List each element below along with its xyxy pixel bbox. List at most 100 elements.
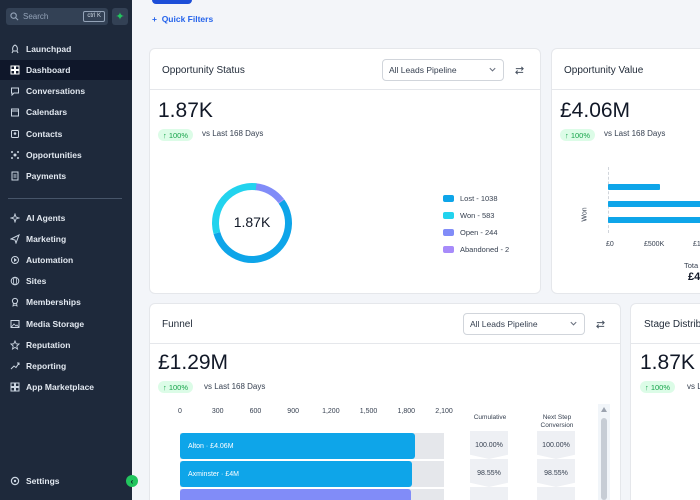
quick-filters-button[interactable]: + Quick Filters <box>152 14 214 24</box>
sidebar-item-label: App Marketplace <box>26 382 95 392</box>
cumulative-cell: 98.55% <box>470 459 508 487</box>
donut-slice-lost[interactable] <box>213 199 292 263</box>
funnel-bar[interactable]: Axminster · £4M <box>180 461 412 487</box>
swap-icon[interactable] <box>514 65 525 76</box>
sidebar-item-reputation[interactable]: Reputation <box>0 335 132 355</box>
status-total: 1.87K <box>158 99 213 122</box>
cumulative-cell: 100.00% <box>470 431 508 459</box>
sidebar-item-label: AI Agents <box>26 213 66 223</box>
change-badge: ↑ 100% <box>158 129 194 141</box>
pipeline-select[interactable]: All Leads Pipeline <box>463 313 585 335</box>
sidebar-item-label: Payments <box>26 171 67 181</box>
card-title: Opportunity Status <box>162 65 245 76</box>
next-step-header-line2: Conversion <box>540 422 574 429</box>
funnel-column-cell <box>470 487 508 500</box>
sidebar-item-label: Sites <box>26 276 47 286</box>
sidebar-item-label: Media Storage <box>26 319 85 329</box>
chevron-down-icon <box>570 321 577 326</box>
status-donut-chart <box>212 183 292 263</box>
sidebar: Search ctrl K ✦ Launchpad Dashboard Conver… <box>0 0 138 500</box>
image-icon <box>10 319 20 329</box>
star-icon <box>10 340 20 350</box>
trend-icon <box>10 361 20 371</box>
change-badge: ↑ 100% <box>640 381 676 393</box>
sidebar-item-marketing[interactable]: Marketing <box>0 229 132 249</box>
sidebar-item-launchpad[interactable]: Launchpad <box>0 39 132 59</box>
pipeline-select-value: All Leads Pipeline <box>389 65 457 75</box>
collapse-sidebar-button[interactable]: ‹ <box>126 475 138 487</box>
funnel-bar[interactable] <box>180 489 412 500</box>
sidebar-item-reporting[interactable]: Reporting <box>0 356 132 376</box>
legend-label: Lost - 1038 <box>460 194 498 203</box>
funnel-column-cell <box>537 487 575 500</box>
sidebar-item-label: Launchpad <box>26 44 72 54</box>
chevron-down-icon <box>489 67 496 72</box>
pipeline-select-value: All Leads Pipeline <box>470 319 538 329</box>
value-bar-2 <box>608 201 700 207</box>
funnel-x-tick: 600 <box>249 408 262 415</box>
funnel-x-tick: 1,200 <box>322 408 340 415</box>
card-divider <box>552 89 700 90</box>
legend-label: Abandoned - 2 <box>460 245 510 254</box>
sidebar-item-ai-agents[interactable]: AI Agents <box>0 208 132 228</box>
sidebar-item-label: Marketing <box>26 234 67 244</box>
funnel-x-tick: 2,100 <box>435 408 453 415</box>
legend-swatch <box>443 229 454 236</box>
sidebar-item-contacts[interactable]: Contacts <box>0 124 132 144</box>
send-icon <box>10 234 20 244</box>
sidebar-item-opportunities[interactable]: Opportunities <box>0 145 132 165</box>
legend-item[interactable]: Won - 583 <box>443 211 494 220</box>
sidebar-item-payments[interactable]: Payments <box>0 166 132 186</box>
sidebar-item-calendars[interactable]: Calendars <box>0 102 132 122</box>
donut-slice-abandoned[interactable] <box>278 198 285 204</box>
swap-icon[interactable] <box>595 319 606 330</box>
sidebar-item-conversations[interactable]: Conversations <box>0 81 132 101</box>
sidebar-item-media-storage[interactable]: Media Storage <box>0 314 132 334</box>
membership-icon <box>10 297 20 307</box>
legend-item[interactable]: Abandoned - 2 <box>443 245 509 254</box>
legend-swatch <box>443 212 454 219</box>
sidebar-item-automation[interactable]: Automation <box>0 250 132 270</box>
scroll-up-arrow[interactable] <box>601 407 607 412</box>
value-total: £4.06M <box>560 99 631 122</box>
next-step-cell: 98.55% <box>537 459 575 487</box>
sidebar-item-label: Contacts <box>26 129 63 139</box>
search-icon <box>10 12 19 21</box>
active-tab-indicator[interactable] <box>152 0 192 4</box>
legend-item[interactable]: Open - 244 <box>443 228 498 237</box>
funnel-scrollbar[interactable] <box>598 404 610 500</box>
settings-icon <box>10 476 20 486</box>
sidebar-item-label: Memberships <box>26 297 81 307</box>
funnel-bar[interactable]: Alton · £4.06M <box>180 433 416 459</box>
comparison-text: vs Last 168 Days <box>204 382 266 391</box>
sparkle-icon: ✦ <box>115 11 125 23</box>
card-divider <box>150 343 620 344</box>
funnel-x-tick: 1,800 <box>397 408 416 415</box>
funnel-x-tick: 0 <box>178 408 182 415</box>
opportunity-status-card: Opportunity Status All Leads Pipeline 1.… <box>149 48 541 294</box>
pipeline-select[interactable]: All Leads Pipeline <box>382 59 504 81</box>
total-label: Tota <box>684 261 699 270</box>
change-badge: ↑ 100% <box>158 381 194 393</box>
donut-slice-won[interactable] <box>212 183 257 234</box>
quick-add-button[interactable]: ✦ <box>112 8 128 25</box>
sidebar-item-memberships[interactable]: Memberships <box>0 292 132 312</box>
calendar-icon <box>10 107 20 117</box>
sidebar-item-sites[interactable]: Sites <box>0 271 132 291</box>
funnel-x-tick: 900 <box>287 408 299 415</box>
x-tick: £1 <box>693 241 700 248</box>
payments-icon <box>10 171 20 181</box>
scroll-thumb[interactable] <box>601 418 607 500</box>
donut-slice-open[interactable] <box>255 183 284 204</box>
value-bar-1 <box>608 184 660 190</box>
automation-icon <box>10 255 20 265</box>
sidebar-item-dashboard[interactable]: Dashboard <box>0 60 132 80</box>
sidebar-divider <box>8 198 122 199</box>
sidebar-item-app-marketplace[interactable]: App Marketplace <box>0 377 132 397</box>
search-input[interactable]: Search ctrl K <box>6 8 108 25</box>
card-divider <box>631 343 700 344</box>
legend-item[interactable]: Lost - 1038 <box>443 194 498 203</box>
sidebar-item-settings[interactable]: Settings <box>0 471 132 491</box>
card-title: Opportunity Value <box>564 65 644 76</box>
stage-total: 1.87K <box>640 351 695 374</box>
